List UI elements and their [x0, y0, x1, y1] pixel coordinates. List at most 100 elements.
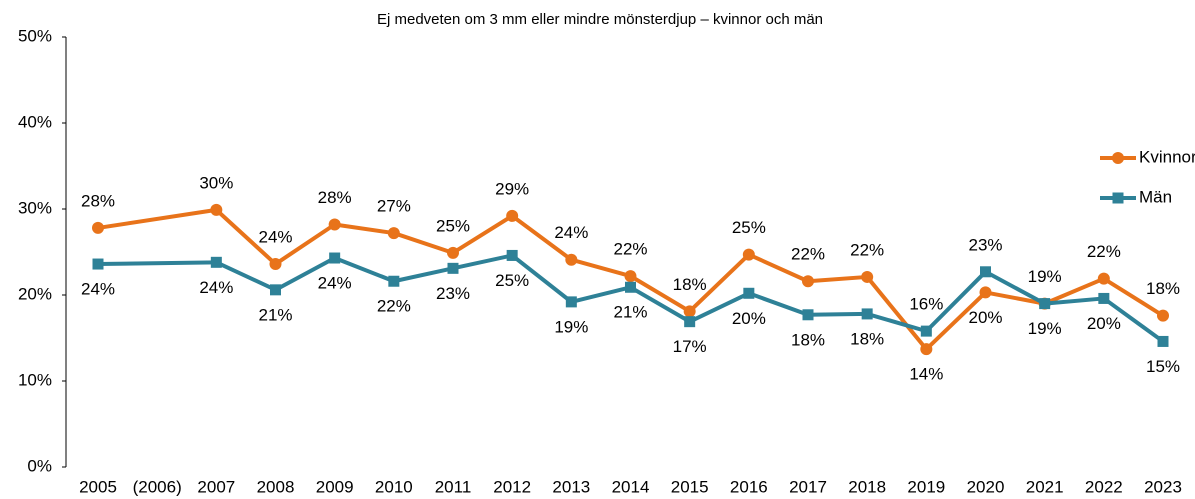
marker — [270, 284, 281, 296]
line-segment — [924, 290, 988, 352]
data-label: 18% — [1146, 279, 1180, 298]
marker — [328, 218, 341, 231]
x-tick-label: 2017 — [789, 477, 827, 496]
line-segment — [983, 269, 1047, 306]
y-tick-label: 30% — [18, 198, 52, 217]
line-segment — [865, 274, 929, 352]
marker — [565, 296, 577, 308]
line-segment — [746, 252, 810, 284]
marker — [447, 262, 459, 274]
line-segment — [510, 253, 574, 304]
marker — [743, 287, 755, 299]
line-segment — [391, 266, 455, 284]
line-segment — [273, 222, 337, 267]
line-segment — [569, 285, 633, 304]
x-tick-label: 2019 — [907, 477, 945, 496]
marker — [1157, 335, 1169, 347]
line-segment — [1101, 276, 1165, 318]
data-label: 24% — [81, 280, 115, 299]
x-tick-label: 2020 — [967, 477, 1005, 496]
line-segment — [569, 257, 633, 279]
line-segment — [1042, 296, 1106, 306]
data-label: 21% — [613, 303, 647, 322]
line-segment — [628, 285, 692, 324]
data-label: 19% — [1028, 267, 1062, 286]
x-tick-label: 2009 — [316, 477, 354, 496]
line-segment — [273, 256, 337, 292]
x-tick-label: (2006) — [133, 477, 182, 496]
line-segment — [332, 256, 396, 284]
data-label: 22% — [1087, 242, 1121, 261]
line-segment — [806, 274, 870, 284]
marker — [269, 258, 282, 271]
legend-marker — [1112, 152, 1124, 164]
marker — [861, 270, 874, 283]
y-tick-label: 50% — [18, 26, 52, 45]
data-label: 24% — [554, 223, 588, 242]
data-label: 21% — [258, 305, 292, 324]
line-segment — [924, 269, 988, 334]
marker — [92, 258, 104, 270]
marker — [387, 227, 400, 240]
marker — [506, 249, 518, 261]
x-tick-label: 2007 — [197, 477, 235, 496]
marker — [1157, 309, 1169, 322]
x-tick-label: 2022 — [1085, 477, 1123, 496]
x-tick-label: 2016 — [730, 477, 768, 496]
legend-label: Män — [1139, 187, 1172, 206]
line-segment — [628, 274, 692, 314]
line-segment — [746, 291, 810, 317]
marker — [979, 286, 992, 299]
marker — [447, 246, 459, 259]
x-tick-label: 2012 — [493, 477, 531, 496]
marker — [802, 275, 814, 288]
data-label: 19% — [1028, 319, 1062, 338]
line-segment — [806, 311, 870, 317]
data-label: 22% — [791, 245, 825, 264]
data-label: 29% — [495, 179, 529, 198]
data-label: 18% — [791, 330, 825, 349]
data-label: 24% — [258, 228, 292, 247]
x-tick-label: 2021 — [1026, 477, 1064, 496]
line-segment — [391, 231, 455, 255]
line-segment — [1042, 276, 1106, 306]
data-label: 20% — [732, 309, 766, 328]
line-segment — [96, 260, 219, 267]
marker — [210, 203, 223, 216]
line-segment — [451, 213, 515, 255]
data-label: 22% — [377, 297, 411, 316]
line-segment — [687, 252, 751, 314]
marker — [684, 316, 696, 328]
x-tick-label: 2010 — [375, 477, 413, 496]
line-segment — [96, 207, 219, 230]
x-tick-label: 2018 — [848, 477, 886, 496]
data-label: 24% — [318, 274, 352, 293]
line-segment — [983, 290, 1047, 306]
marker — [683, 305, 696, 318]
y-tick-label: 10% — [18, 370, 52, 389]
x-tick-label: 2008 — [257, 477, 295, 496]
data-label: 24% — [199, 278, 233, 297]
line-segment — [451, 253, 515, 271]
marker — [920, 343, 933, 356]
marker — [624, 270, 637, 283]
line-segment — [214, 207, 278, 267]
marker — [742, 248, 755, 261]
data-label: 18% — [850, 329, 884, 348]
data-label: 25% — [495, 271, 529, 290]
marker — [861, 308, 873, 320]
marker — [1098, 292, 1110, 304]
data-label: 19% — [554, 317, 588, 336]
data-label: 25% — [732, 218, 766, 237]
marker — [565, 253, 578, 266]
line-segment — [865, 311, 929, 334]
data-label: 15% — [1146, 357, 1180, 376]
marker — [625, 281, 636, 293]
data-label: 20% — [968, 308, 1002, 327]
marker — [980, 266, 991, 278]
data-label: 22% — [850, 240, 884, 259]
marker — [92, 221, 104, 234]
data-label: 28% — [81, 191, 115, 210]
